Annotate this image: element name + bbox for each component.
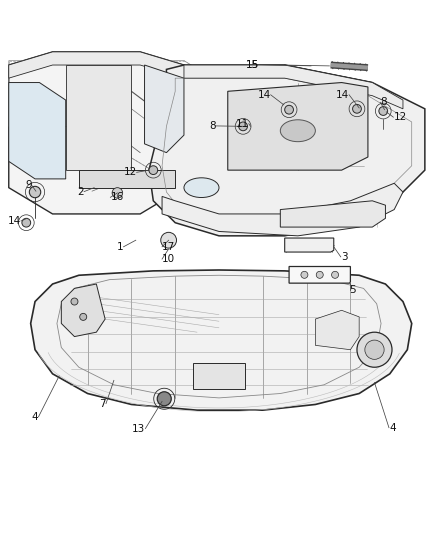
Circle shape (379, 107, 388, 115)
Text: 17: 17 (162, 242, 175, 252)
Circle shape (365, 340, 384, 359)
Text: 15: 15 (246, 60, 259, 70)
Polygon shape (184, 65, 403, 109)
Text: 9: 9 (25, 180, 32, 190)
Circle shape (112, 188, 123, 198)
Circle shape (157, 392, 171, 406)
Text: 4: 4 (32, 411, 39, 422)
Text: 12: 12 (393, 112, 406, 122)
Polygon shape (79, 170, 175, 188)
Text: 4: 4 (389, 423, 396, 433)
Polygon shape (285, 238, 334, 252)
Circle shape (80, 313, 87, 320)
Polygon shape (280, 201, 385, 227)
Text: 10: 10 (162, 254, 175, 264)
Text: 5: 5 (350, 285, 356, 295)
Bar (115, 189, 120, 197)
Polygon shape (145, 65, 184, 152)
Polygon shape (289, 266, 350, 283)
Polygon shape (193, 363, 245, 389)
Circle shape (332, 271, 339, 278)
Text: 15: 15 (246, 60, 259, 70)
Circle shape (285, 106, 293, 114)
Circle shape (301, 271, 308, 278)
Text: 14: 14 (8, 216, 21, 226)
Text: 16: 16 (110, 192, 124, 203)
Polygon shape (315, 310, 359, 350)
Circle shape (29, 187, 41, 198)
Text: 13: 13 (132, 424, 145, 433)
Text: 12: 12 (124, 167, 137, 177)
Text: 14: 14 (336, 90, 349, 100)
Polygon shape (9, 52, 184, 214)
Text: 7: 7 (99, 399, 106, 409)
Ellipse shape (280, 120, 315, 142)
Polygon shape (162, 183, 403, 236)
Text: 2: 2 (78, 187, 84, 197)
Circle shape (149, 166, 158, 174)
Text: 8: 8 (209, 121, 215, 131)
Circle shape (357, 332, 392, 367)
Text: 14: 14 (258, 90, 271, 100)
Polygon shape (228, 83, 368, 170)
Polygon shape (9, 83, 66, 179)
Polygon shape (61, 284, 105, 336)
Polygon shape (66, 65, 131, 170)
Circle shape (161, 232, 177, 248)
Circle shape (22, 219, 31, 227)
Text: 8: 8 (380, 97, 387, 107)
Circle shape (71, 298, 78, 305)
Text: 1: 1 (117, 242, 124, 252)
Circle shape (316, 271, 323, 278)
Text: 11: 11 (236, 119, 249, 128)
Polygon shape (31, 270, 412, 410)
Ellipse shape (184, 178, 219, 198)
Polygon shape (9, 52, 184, 78)
Circle shape (353, 104, 361, 113)
Text: 3: 3 (341, 252, 347, 262)
Polygon shape (149, 65, 425, 236)
Circle shape (239, 122, 247, 131)
